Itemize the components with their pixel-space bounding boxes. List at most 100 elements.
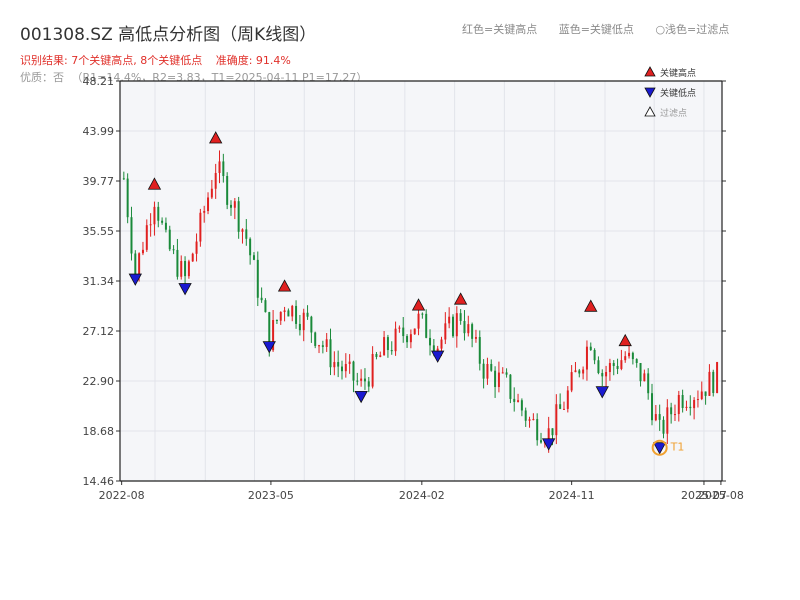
candle-body <box>562 408 565 410</box>
color-key-red: 红色=关键高点 <box>462 23 538 36</box>
candle-body <box>582 369 585 374</box>
candle-body <box>318 345 321 347</box>
candle-body <box>421 313 424 315</box>
legend-marker <box>644 106 656 117</box>
y-tick-label: 48.21 <box>83 75 115 88</box>
candle-body <box>406 336 409 343</box>
candle-body <box>486 363 489 379</box>
color-key-light: ○浅色=过滤点 <box>655 23 730 36</box>
candle-body <box>559 404 562 409</box>
candle-body <box>448 316 451 324</box>
candle-body <box>203 211 206 213</box>
candle-body <box>298 323 301 331</box>
candle-body <box>513 398 516 402</box>
candle-body <box>229 204 232 208</box>
key-high-marker <box>411 298 426 311</box>
y-tick-label: 22.90 <box>83 375 115 388</box>
candle-body <box>712 371 715 394</box>
candle-body <box>237 201 240 232</box>
key-high-marker <box>584 299 598 312</box>
candle-body <box>153 206 156 225</box>
candle-body <box>612 363 615 366</box>
key-high-marker <box>618 333 632 347</box>
candle-body <box>647 373 650 394</box>
t1-circle <box>651 439 668 456</box>
candle-body <box>524 410 527 421</box>
candle-body <box>379 355 382 357</box>
candle-body <box>673 414 676 416</box>
candle-body <box>631 352 634 360</box>
y-tick-label: 35.55 <box>83 225 115 238</box>
candle-body <box>689 406 692 409</box>
key-low-marker <box>354 390 368 404</box>
result-text: 识别结果: 7个关键高点, 8个关键低点 <box>20 54 203 67</box>
candle-body <box>658 414 661 420</box>
candle-body <box>474 337 477 339</box>
candle-body <box>287 310 290 317</box>
candle-body <box>620 360 623 369</box>
y-tick-label: 43.99 <box>83 125 115 138</box>
candle-body <box>371 353 374 387</box>
candle-body <box>585 346 588 370</box>
candle-body <box>184 261 187 277</box>
candle-body <box>413 328 416 335</box>
candle-body <box>597 360 600 374</box>
candle-body <box>256 259 259 298</box>
candle-body <box>199 212 202 242</box>
candle-body <box>272 320 275 351</box>
x-tick-label: 2023-05 <box>248 489 294 502</box>
candle-body <box>176 249 179 277</box>
candle-body <box>260 297 263 301</box>
candle-body <box>482 363 485 379</box>
candle-body <box>161 220 164 223</box>
candle-body <box>624 356 627 361</box>
candle-body <box>191 253 194 262</box>
candle-body <box>314 332 317 346</box>
candle-body <box>375 353 378 357</box>
candle-body <box>130 217 133 254</box>
candle-body <box>608 363 611 373</box>
candle-body <box>275 320 278 322</box>
color-key-blue: 蓝色=关键低点 <box>558 23 634 36</box>
candle-body <box>356 380 359 382</box>
candle-body <box>601 373 604 377</box>
candle-body <box>168 229 171 250</box>
candle-body <box>670 407 673 415</box>
candle-body <box>310 316 313 333</box>
candle-body <box>386 337 389 351</box>
candle-body <box>643 373 646 382</box>
legend-marker <box>644 66 656 77</box>
y-tick-label: 14.46 <box>83 475 115 488</box>
candle-body <box>501 372 504 374</box>
color-key: 红色=关键高点 蓝色=关键低点 ○浅色=过滤点 <box>462 21 729 37</box>
y-tick-label: 18.68 <box>83 425 115 438</box>
candle-body <box>555 404 558 436</box>
candle-body <box>444 323 447 340</box>
candle-body <box>180 261 183 277</box>
candle-body <box>574 370 577 373</box>
candle-body <box>451 316 454 337</box>
y-tick-label: 31.34 <box>83 275 115 288</box>
key-high-marker <box>147 177 162 190</box>
x-tick-label: 2025-08 <box>698 489 744 502</box>
candle-body <box>432 345 435 353</box>
candle-body <box>367 381 370 387</box>
candle-body <box>402 327 405 337</box>
candle-body <box>662 419 665 434</box>
t1-label: T1 <box>670 441 685 454</box>
candle-body <box>693 399 696 409</box>
candle-body <box>628 352 631 357</box>
candle-body <box>540 440 543 443</box>
key-high-marker <box>209 131 223 144</box>
candle-body <box>390 350 393 352</box>
candle-body <box>295 305 298 324</box>
candle-body <box>337 362 340 367</box>
candle-body <box>249 238 252 256</box>
candle-body <box>471 324 474 339</box>
candle-body <box>635 359 638 363</box>
key-high-marker <box>277 279 292 292</box>
candle-body <box>704 391 707 396</box>
candle-body <box>409 334 412 343</box>
legend-label: 关键高点 <box>660 67 696 79</box>
candle-body <box>536 419 539 441</box>
